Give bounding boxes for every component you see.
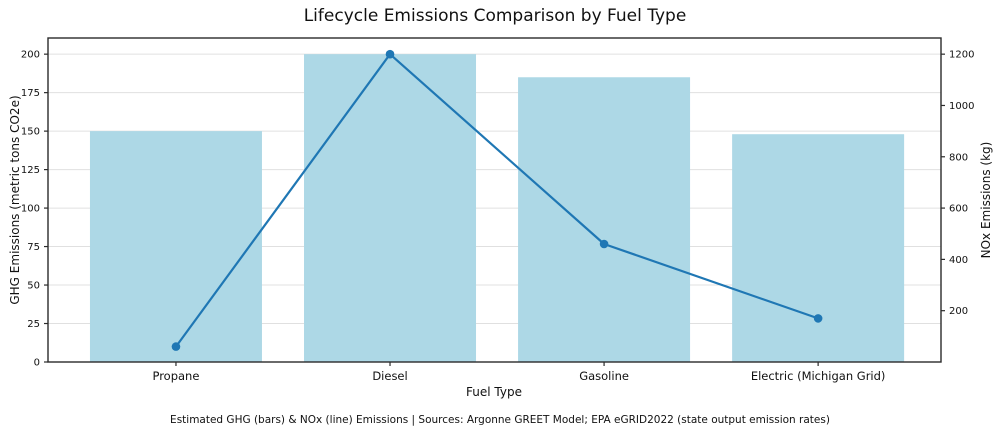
line-marker-propane bbox=[171, 342, 181, 351]
y-tick-label-left: 150 bbox=[21, 127, 40, 138]
y-tick-label-right: 600 bbox=[949, 204, 968, 215]
y-tick-label-right: 1200 bbox=[949, 50, 974, 61]
y-tick-label-left: 0 bbox=[34, 358, 40, 369]
x-axis-label: Fuel Type bbox=[466, 385, 522, 399]
y-tick-label-left: 75 bbox=[27, 242, 40, 253]
line-marker-electric-michigan-grid bbox=[813, 314, 823, 323]
y-tick-label-left: 100 bbox=[21, 204, 40, 215]
x-tick-label-gasoline: Gasoline bbox=[579, 369, 629, 383]
source-footnote: Estimated GHG (bars) & NOx (line) Emissi… bbox=[170, 414, 830, 426]
y-tick-label-right: 400 bbox=[949, 255, 968, 266]
y-tick-label-left: 25 bbox=[27, 319, 40, 330]
y-tick-label-left: 175 bbox=[21, 88, 40, 99]
y-tick-label-left: 50 bbox=[27, 281, 40, 292]
nox-line bbox=[175, 53, 819, 348]
plot-border bbox=[47, 37, 942, 363]
x-tick-label-electric-michigan-grid: Electric (Michigan Grid) bbox=[751, 369, 886, 383]
y-tick-label-right: 800 bbox=[949, 152, 968, 163]
x-tick-label-propane: Propane bbox=[152, 369, 199, 383]
bar-propane bbox=[89, 131, 262, 362]
chart-title: Lifecycle Emissions Comparison by Fuel T… bbox=[303, 6, 687, 26]
bar-diesel bbox=[304, 54, 477, 362]
bar-gasoline bbox=[518, 77, 691, 363]
y-tick-label-right: 1000 bbox=[949, 101, 974, 112]
line-marker-gasoline bbox=[599, 239, 609, 249]
x-tick-label-diesel: Diesel bbox=[372, 369, 407, 383]
y-tick-label-left: 125 bbox=[21, 165, 40, 176]
y-tick-label-right: 200 bbox=[949, 306, 968, 317]
bar-electric-michigan-grid bbox=[732, 134, 905, 362]
line-marker-diesel bbox=[385, 49, 395, 59]
y-tick-label-left: 200 bbox=[21, 50, 40, 61]
